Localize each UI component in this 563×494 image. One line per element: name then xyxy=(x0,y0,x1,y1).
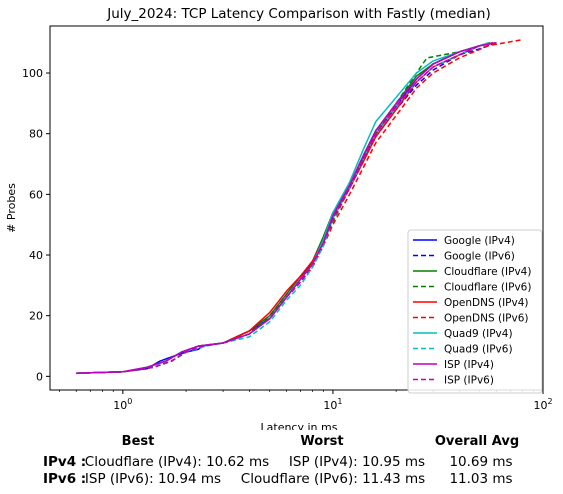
ipv6-worst-value: Cloudflare (IPv6): 11.43 ms xyxy=(240,471,426,487)
ipv4-best-value: Cloudflare (IPv4): 10.62 ms xyxy=(84,454,270,470)
x-tick-label: 100 xyxy=(113,397,132,412)
series-lines xyxy=(76,38,523,375)
chart-title: July_2024: TCP Latency Comparison with F… xyxy=(106,6,491,22)
y-tick-label: 40 xyxy=(29,249,43,262)
y-tick-label: 60 xyxy=(29,188,43,201)
x-axis-label: Latency in ms xyxy=(261,421,338,430)
legend-label-google-ipv6: Google (IPv6) xyxy=(444,251,515,263)
y-axis-label: # Probes xyxy=(5,183,18,233)
ipv4-row-label: IPv4 : xyxy=(43,454,87,470)
ipv4-overall-value: 10.69 ms xyxy=(449,454,513,470)
legend-label-isp-ipv6: ISP (IPv6) xyxy=(444,375,494,387)
legend-box xyxy=(407,229,543,394)
x-axis-ticks: 100 101 102 xyxy=(59,390,553,412)
best-header: Best xyxy=(121,434,155,449)
worst-header: Worst xyxy=(300,434,344,449)
legend-label-google-ipv4: Google (IPv4) xyxy=(444,235,515,247)
y-tick-label: 100 xyxy=(22,67,43,80)
chart-legend: Google (IPv4) Google (IPv6) Cloudflare (IP… xyxy=(407,229,543,394)
legend-label-opendns-ipv4: OpenDNS (IPv4) xyxy=(444,297,529,309)
y-tick-label: 20 xyxy=(29,310,43,323)
latency-chart: July_2024: TCP Latency Comparison with F… xyxy=(5,6,553,430)
overall-avg-header: Overall Avg xyxy=(434,434,520,449)
plot-frame xyxy=(49,25,544,391)
legend-label-cloudflare-ipv4: Cloudflare (IPv4) xyxy=(444,266,531,278)
y-tick-label: 0 xyxy=(36,370,43,383)
ipv6-overall-value: 11.03 ms xyxy=(449,471,513,487)
y-tick-label: 80 xyxy=(29,128,43,141)
ipv6-row-label: IPv6 : xyxy=(43,471,87,487)
legend-label-isp-ipv4: ISP (IPv4) xyxy=(444,359,494,371)
legend-label-quad9-ipv6: Quad9 (IPv6) xyxy=(444,344,513,356)
legend-label-cloudflare-ipv6: Cloudflare (IPv6) xyxy=(444,282,531,294)
x-tick-label: 101 xyxy=(323,397,342,412)
legend-label-quad9-ipv4: Quad9 (IPv4) xyxy=(444,328,513,340)
ipv4-worst-value: ISP (IPv4): 10.95 ms xyxy=(288,454,426,470)
y-axis-ticks: 0 20 40 60 80 100 xyxy=(22,67,50,383)
ipv6-best-value: ISP (IPv6): 10.94 ms xyxy=(84,471,222,487)
x-tick-label: 102 xyxy=(533,397,552,412)
legend-label-opendns-ipv6: OpenDNS (IPv6) xyxy=(444,313,529,325)
series-line-isp-ipv6 xyxy=(76,41,497,375)
